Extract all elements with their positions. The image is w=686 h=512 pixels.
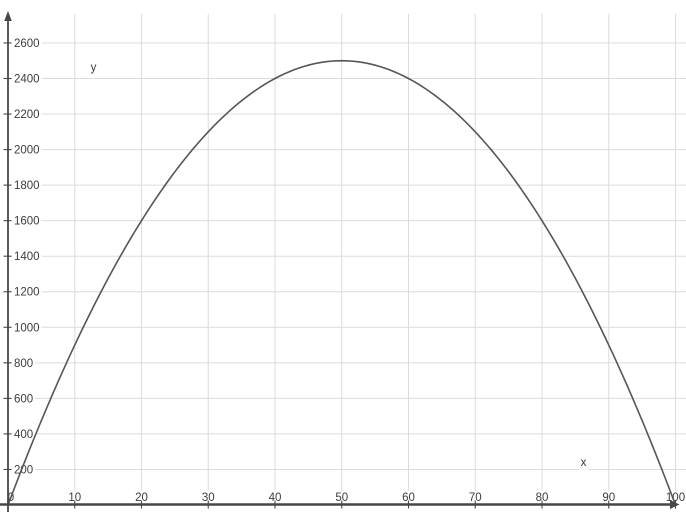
y-tick-label: 1800 (14, 180, 40, 192)
y-tick-label-backing (12, 463, 36, 478)
x-tick-label-backing (663, 491, 686, 505)
y-tick-label: 2000 (14, 145, 40, 157)
x-tick-label: 20 (135, 492, 148, 504)
x-tick-label-backing (600, 491, 618, 505)
x-tick-label: 10 (68, 492, 81, 504)
x-axis-title: x (581, 457, 587, 469)
y-tick-label-backing (12, 321, 42, 336)
x-tick-label: 60 (402, 492, 415, 504)
x-axis-title-backing (578, 456, 589, 470)
y-tick-label: 800 (14, 358, 33, 370)
y-tick-label: 2600 (14, 38, 40, 50)
x-tick-label: 30 (202, 492, 215, 504)
y-tick-label-backing (12, 108, 42, 123)
y-tick-label: 400 (14, 429, 33, 441)
y-tick-label-backing (12, 36, 42, 51)
x-tick-label-backing (133, 491, 150, 505)
y-tick-label-backing (12, 356, 36, 371)
x-tick-label: 70 (469, 492, 482, 504)
x-axis-arrow-icon (670, 500, 680, 509)
y-tick-label: 1400 (14, 251, 40, 263)
y-tick-label-backing (12, 427, 36, 442)
x-tick-label: 40 (269, 492, 282, 504)
y-tick-label-backing (12, 250, 42, 265)
x-tick-label-backing (333, 491, 351, 505)
y-tick-label: 2200 (14, 109, 40, 121)
y-tick-label: 1200 (14, 287, 40, 299)
y-tick-label: 200 (14, 464, 33, 476)
curve-path (7, 59, 677, 506)
y-tick-label-backing (12, 143, 42, 158)
y-tick-label-backing (12, 392, 36, 407)
x-tick-label: 90 (602, 492, 615, 504)
y-tick-label-backing (12, 285, 42, 300)
y-tick-label: 2400 (14, 73, 40, 85)
x-tick-label-backing (533, 491, 551, 505)
y-tick-label-backing (12, 214, 42, 229)
x-tick-label-backing (400, 491, 417, 505)
x-tick-label-backing (266, 491, 284, 505)
y-tick-label: 1000 (14, 322, 40, 334)
x-tick-label-backing (66, 491, 84, 505)
x-tick-label-backing (199, 491, 217, 505)
y-tick-label: 600 (14, 393, 33, 405)
x-tick-label: 50 (335, 492, 348, 504)
y-tick-label: 1600 (14, 216, 40, 228)
x-tick-label-backing (466, 491, 484, 505)
y-tick-label-backing (12, 179, 42, 194)
y-axis-title: y (91, 62, 97, 74)
y-tick-label-backing (12, 72, 42, 87)
y-axis-arrow-icon (4, 11, 12, 21)
x-tick-label: 80 (536, 492, 549, 504)
y-axis-title-backing (88, 61, 99, 75)
